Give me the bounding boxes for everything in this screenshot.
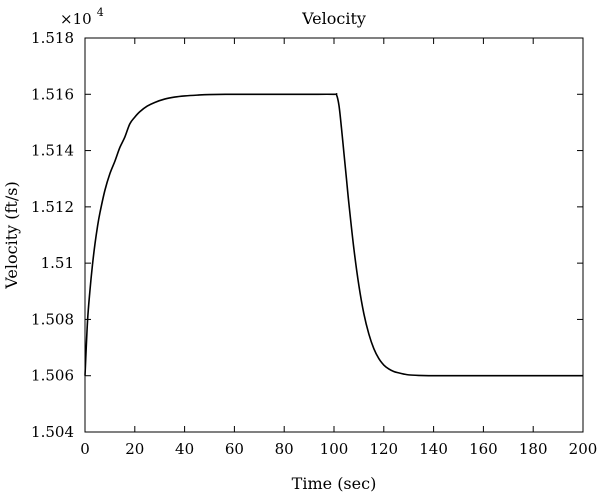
plot-area-border [84,37,584,433]
axis-ticks: 0 20 40 60 80 100 120 140 160 180 200 1.504 1.506 1.5… [31,29,597,458]
y-tick-label: 1.504 [31,423,74,441]
y-tick-label: 1.518 [31,29,74,47]
x-tick-label: 160 [469,440,498,458]
y-axis-title: Velocity (ft/s) [2,181,21,289]
y-tick-label: 1.506 [31,367,74,385]
y-tick-label: 1.508 [31,310,74,328]
x-tick-label: 40 [175,440,194,458]
y-tick-label: 1.51 [41,254,74,272]
y-tick-label: 1.512 [31,198,74,216]
x-tick-label: 20 [125,440,144,458]
x-tick-label: 140 [419,440,448,458]
x-axis-title: Time (sec) [292,474,377,493]
x-tick-label: 180 [519,440,548,458]
x-tick-label: 100 [320,440,349,458]
x-tick-label: 200 [569,440,598,458]
x-tick-label: 60 [225,440,244,458]
chart-title: Velocity [301,9,366,28]
x-tick-label: 80 [275,440,294,458]
y-multiplier-exponent: 4 [97,6,104,19]
y-multiplier: ×10 4 [60,6,104,28]
y-tick-label: 1.516 [31,85,74,103]
series-line [84,93,583,377]
y-multiplier-base: ×10 [60,10,92,28]
x-tick-label: 120 [369,440,398,458]
y-tick-label: 1.514 [31,142,74,160]
x-tick-label: 0 [80,440,90,458]
